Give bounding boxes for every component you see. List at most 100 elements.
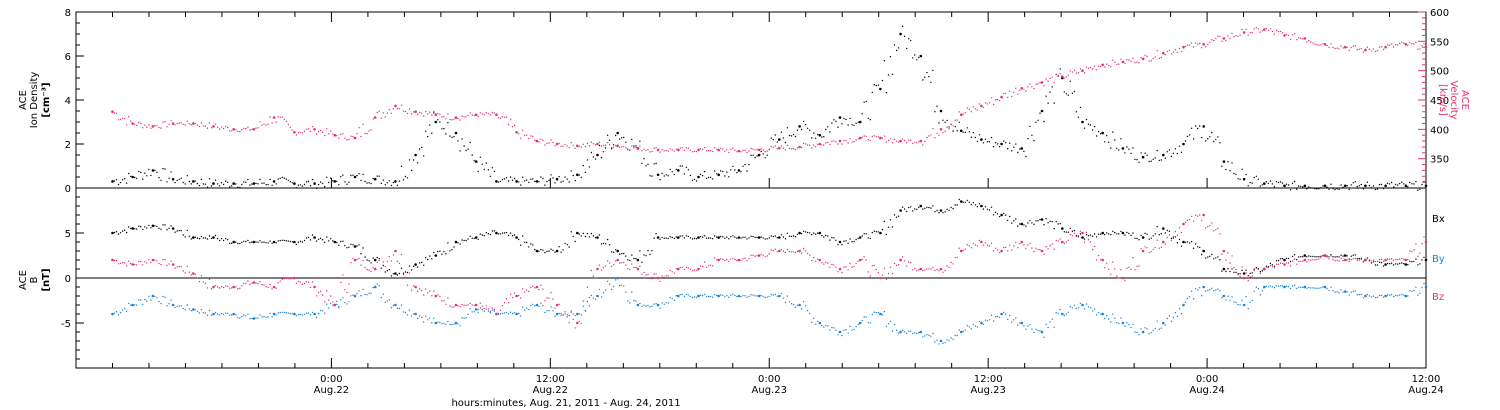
bz-point: [959, 249, 963, 253]
by-fill-dot: [1124, 325, 1126, 327]
velocity-fill-dot: [1039, 81, 1041, 84]
bx-fill-dot: [364, 256, 366, 258]
density-fill-dot: [752, 154, 754, 156]
density-fill-dot: [598, 144, 601, 147]
density-fill-dot: [1154, 157, 1156, 159]
bx-point: [576, 231, 579, 235]
density-fill-dot: [261, 182, 263, 184]
bz-fill-dot: [321, 294, 324, 296]
bx-fill-dot: [954, 204, 956, 206]
bz-fill-dot: [225, 285, 227, 287]
bz-fill-dot: [467, 304, 469, 306]
bx-fill-dot: [1241, 269, 1243, 272]
bz-fill-dot: [1055, 239, 1057, 242]
bx-fill-dot: [1180, 245, 1183, 247]
bx-fill-dot: [158, 227, 160, 229]
velocity-fill-dot: [659, 151, 661, 153]
velocity-fill-dot: [1160, 56, 1163, 59]
velocity-fill-dot: [974, 108, 977, 110]
by-fill-dot: [780, 292, 783, 295]
bx-fill-dot: [813, 232, 815, 234]
bx-fill-dot: [655, 233, 657, 235]
by-fill-dot: [885, 325, 888, 327]
bz-fill-dot: [251, 282, 253, 284]
bz-fill-dot: [216, 286, 219, 288]
bx-fill-dot: [526, 241, 528, 244]
by-fill-dot: [1150, 332, 1152, 334]
by-fill-dot: [437, 321, 439, 323]
density-fill-dot: [1211, 132, 1213, 134]
density-fill-dot: [1130, 152, 1132, 155]
density-fill-dot: [1298, 185, 1300, 187]
density-fill-dot: [889, 56, 892, 58]
velocity-fill-dot: [483, 114, 485, 116]
bx-fill-dot: [1148, 238, 1150, 240]
bx-fill-dot: [222, 239, 225, 242]
by-fill-dot: [1077, 307, 1080, 309]
by-point: [555, 312, 559, 316]
by-fill-dot: [950, 337, 952, 339]
by-fill-dot: [1366, 293, 1369, 296]
bz-fill-dot: [956, 256, 958, 258]
velocity-fill-dot: [1213, 40, 1215, 42]
bx-fill-dot: [261, 241, 263, 243]
velocity-fill-dot: [291, 129, 293, 131]
bz-fill-dot: [1415, 243, 1417, 245]
by-fill-dot: [202, 312, 205, 314]
by-fill-dot: [774, 293, 776, 296]
by-fill-dot: [119, 312, 122, 314]
velocity-fill-dot: [612, 146, 615, 148]
density-fill-dot: [305, 181, 308, 183]
density-fill-dot: [623, 136, 625, 139]
bz-fill-dot: [938, 269, 940, 272]
velocity-fill-dot: [1053, 81, 1055, 84]
bx-fill-dot: [1376, 264, 1379, 266]
velocity-fill-dot: [408, 108, 411, 110]
bx-point: [111, 231, 114, 235]
bz-fill-dot: [1079, 230, 1082, 232]
bx-fill-dot: [685, 235, 688, 237]
velocity-fill-dot: [580, 146, 582, 148]
density-point: [919, 54, 923, 58]
density-fill-dot: [1110, 147, 1112, 149]
by-fill-dot: [695, 296, 698, 298]
velocity-fill-dot: [1423, 43, 1425, 45]
velocity-fill-dot: [578, 145, 580, 147]
density-point: [737, 169, 741, 172]
bx-fill-dot: [564, 242, 566, 245]
by-fill-dot: [425, 315, 427, 317]
bz-fill-dot: [1017, 247, 1019, 249]
by-fill-dot: [714, 293, 716, 296]
density-point: [171, 177, 175, 181]
density-fill-dot: [1322, 185, 1324, 187]
density-fill-dot: [1411, 183, 1413, 185]
by-fill-dot: [857, 323, 859, 326]
b-ylabel-line3: [nT]: [41, 268, 52, 291]
velocity-fill-dot: [764, 151, 766, 153]
velocity-fill-dot: [592, 143, 595, 145]
by-point: [1202, 285, 1205, 289]
velocity-fill-dot: [608, 144, 611, 146]
velocity-fill-dot: [1083, 72, 1086, 74]
density-point: [1202, 125, 1205, 128]
density-fill-dot: [942, 119, 944, 122]
bz-fill-dot: [218, 287, 221, 289]
bx-fill-dot: [776, 237, 778, 239]
density-fill-dot: [582, 164, 584, 167]
by-fill-dot: [1091, 310, 1094, 312]
velocity-fill-dot: [623, 145, 625, 148]
bz-point: [232, 285, 235, 289]
bz-fill-dot: [196, 277, 199, 279]
by-fill-dot: [1100, 313, 1102, 315]
bx-fill-dot: [1320, 255, 1322, 257]
density-fill-dot: [321, 182, 324, 184]
density-fill-dot: [427, 135, 429, 138]
velocity-fill-dot: [740, 151, 742, 153]
velocity-fill-dot: [746, 151, 748, 154]
by-fill-dot: [125, 310, 128, 313]
density-fill-dot: [437, 119, 439, 121]
bz-fill-dot: [208, 278, 211, 280]
density-fill-dot: [150, 174, 152, 177]
bz-fill-dot: [568, 322, 570, 324]
by-point: [373, 285, 377, 289]
